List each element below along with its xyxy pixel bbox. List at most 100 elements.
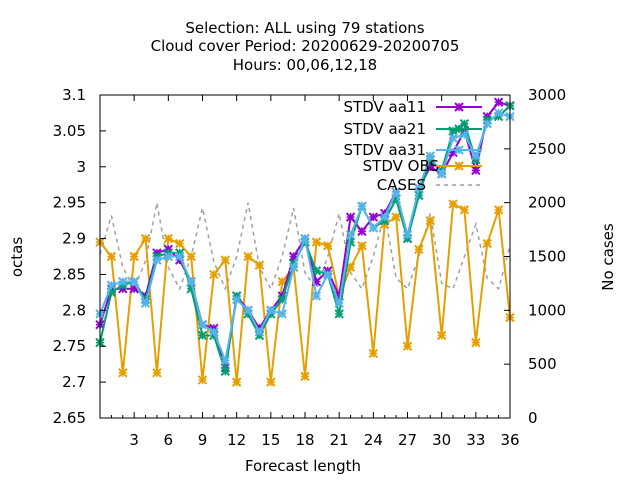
point-stdv-aa31	[425, 151, 435, 161]
point-stdv-aa21	[334, 309, 344, 319]
plot-series	[95, 97, 515, 387]
point-stdv-aa31	[402, 230, 413, 240]
point-stdv-aa21	[197, 330, 208, 341]
point-stdv-obs	[266, 377, 276, 387]
x-tick-label: 36	[500, 431, 519, 449]
title-line-2: Cloud cover Period: 20200629-20200705	[151, 37, 460, 55]
legend-label-cases: CASES	[377, 176, 426, 194]
y2-tick-label: 1500	[528, 248, 566, 266]
point-stdv-aa21	[345, 237, 356, 247]
point-stdv-obs	[482, 238, 492, 249]
point-stdv-aa31	[323, 269, 333, 280]
point-stdv-obs	[254, 260, 265, 270]
x-tick-label: 6	[164, 431, 174, 449]
x-tick-label: 3	[129, 431, 139, 449]
point-stdv-aa31	[493, 108, 504, 118]
point-stdv-aa31	[220, 355, 230, 366]
point-stdv-aa31	[140, 298, 151, 308]
point-stdv-aa21	[311, 266, 322, 276]
x-tick-label: 24	[364, 431, 383, 449]
point-stdv-aa31	[197, 319, 208, 330]
point-stdv-obs	[220, 255, 230, 265]
point-stdv-obs	[448, 199, 458, 209]
legend-marker-stdv-aa21	[454, 124, 464, 134]
point-stdv-aa31	[300, 233, 310, 244]
y2-tick-label: 3000	[528, 86, 566, 104]
point-stdv-aa21	[220, 366, 230, 377]
point-stdv-obs	[163, 233, 174, 244]
point-stdv-aa31	[414, 183, 424, 194]
legend-label-stdv-obs: STDV OBS	[363, 157, 439, 175]
legend-label-stdv-aa31: STDV aa31	[344, 141, 426, 159]
legend-marker-stdv-aa11	[454, 102, 464, 112]
point-stdv-aa31	[436, 169, 447, 179]
point-stdv-aa31	[186, 276, 196, 287]
point-stdv-obs	[402, 341, 413, 351]
point-stdv-aa31	[448, 133, 458, 143]
point-stdv-aa31	[345, 230, 356, 240]
point-stdv-aa31	[391, 187, 401, 197]
y2-axis-label: No cases	[599, 223, 617, 291]
y2-tick-label: 0	[528, 409, 538, 427]
x-axis: 3 6 9 12 15 18 21 24 27 30 33 36	[110, 95, 520, 449]
point-stdv-obs	[118, 368, 128, 378]
point-stdv-aa11	[471, 165, 481, 176]
point-stdv-aa31	[231, 294, 242, 305]
point-stdv-obs	[106, 251, 117, 262]
y2-axis: 0 500 1000 1500 2000 2500 3000	[504, 86, 566, 427]
y-tick-label: 3.05	[53, 122, 86, 140]
point-stdv-aa11	[345, 212, 356, 222]
legend-label-stdv-aa21: STDV aa21	[344, 120, 426, 138]
point-stdv-aa31	[163, 251, 174, 262]
point-stdv-aa31	[471, 151, 481, 161]
point-stdv-aa31	[106, 280, 117, 290]
point-stdv-obs	[323, 241, 333, 251]
point-stdv-aa31	[277, 309, 287, 319]
x-tick-label: 21	[330, 431, 349, 449]
point-stdv-aa31	[482, 119, 492, 129]
point-stdv-aa31	[288, 262, 299, 272]
point-stdv-aa31	[266, 305, 276, 316]
legend-marker-stdv-obs	[454, 161, 464, 171]
point-stdv-obs	[209, 269, 219, 280]
y-tick-label: 3.1	[62, 86, 86, 104]
series-line-cases	[99, 202, 511, 291]
point-stdv-aa31	[368, 223, 379, 233]
x-tick-label: 27	[398, 431, 417, 449]
point-stdv-obs	[186, 251, 196, 262]
y-tick-label: 3	[76, 158, 86, 176]
chart-title: Selection: ALL using 79 stations Cloud c…	[151, 19, 460, 74]
y-tick-label: 2.95	[53, 194, 86, 212]
x-tick-label: 33	[466, 431, 485, 449]
point-stdv-aa31	[254, 327, 265, 337]
y2-tick-label: 1000	[528, 301, 566, 319]
point-stdv-aa31	[311, 291, 322, 301]
y2-tick-label: 500	[528, 355, 557, 373]
title-line-1: Selection: ALL using 79 stations	[185, 19, 424, 37]
point-stdv-aa31	[175, 251, 185, 262]
point-stdv-aa11	[357, 226, 367, 237]
point-stdv-obs	[357, 241, 367, 251]
point-stdv-obs	[391, 212, 401, 222]
point-stdv-obs	[129, 251, 139, 262]
x-tick-label: 15	[261, 431, 280, 449]
point-stdv-obs	[140, 233, 151, 244]
y-tick-label: 2.85	[53, 265, 86, 283]
point-stdv-obs	[231, 377, 242, 387]
y-tick-label: 2.9	[62, 230, 86, 248]
x-axis-label: Forecast length	[245, 457, 361, 475]
point-stdv-obs	[436, 330, 447, 341]
point-stdv-aa31	[334, 298, 344, 308]
point-stdv-obs	[243, 251, 253, 262]
point-stdv-aa31	[243, 305, 253, 316]
point-stdv-aa31	[118, 276, 128, 287]
y-tick-label: 2.7	[62, 373, 86, 391]
y2-tick-label: 2500	[528, 140, 566, 158]
point-stdv-obs	[368, 348, 379, 359]
point-stdv-obs	[300, 371, 310, 382]
y-tick-label: 2.65	[53, 409, 86, 427]
point-stdv-obs	[471, 337, 481, 348]
point-stdv-obs	[425, 215, 435, 226]
